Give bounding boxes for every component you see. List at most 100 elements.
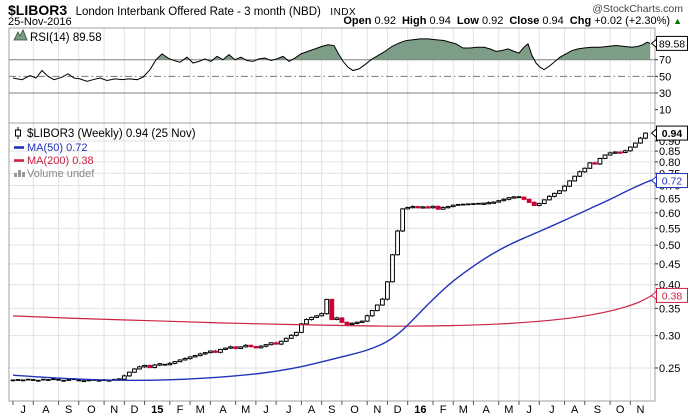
candle-up <box>369 310 375 317</box>
candle-down <box>415 206 421 209</box>
quote-label-low: Low <box>456 15 479 27</box>
candle-up <box>410 206 416 209</box>
candle-up <box>627 146 633 152</box>
candle-up <box>126 371 132 377</box>
xaxis-month-label: M <box>241 404 250 415</box>
rsi-panel-border <box>8 27 656 124</box>
candle-up <box>385 281 390 300</box>
candle-up <box>440 206 446 210</box>
candle-up <box>349 322 355 326</box>
candle-up <box>567 180 573 187</box>
xaxis-month-label: A <box>219 404 227 415</box>
candle-down <box>329 298 335 321</box>
candle-up <box>142 364 147 368</box>
candle-up <box>546 195 552 201</box>
candle-up <box>445 206 451 209</box>
candle-down <box>435 205 441 210</box>
xaxis-month-label: J <box>20 404 26 415</box>
candle-up <box>607 152 613 156</box>
price-callout-038-pointer <box>650 290 657 301</box>
quote-value-close: 0.94 <box>539 15 564 27</box>
price-ytick-label: 0.85 <box>659 146 680 158</box>
price-legend-label: $LIBOR3 (Weekly) 0.94 (25 Nov) <box>27 128 196 140</box>
candle-up <box>643 132 648 139</box>
candle-up <box>152 364 158 369</box>
candle-up <box>177 359 183 363</box>
rsi-ytick-label: 30 <box>659 88 671 100</box>
candle-up <box>552 192 557 197</box>
xaxis-month-label: O <box>87 404 96 415</box>
candle-down <box>273 342 279 345</box>
candle-up <box>506 197 512 200</box>
ohlc-quote-line: Open 0.92 High 0.94 Low 0.92 Close 0.94 Chg … <box>337 15 682 27</box>
candle-down <box>531 201 537 206</box>
candle-up <box>481 202 486 205</box>
candle-up <box>491 201 497 204</box>
rsi-area-icon <box>13 29 28 41</box>
xaxis-month-label: S <box>328 404 335 415</box>
xaxis-month-label: N <box>636 404 644 415</box>
candle-down <box>425 206 431 209</box>
candle-up <box>299 323 304 333</box>
candle-down <box>339 317 345 323</box>
candle-down <box>617 151 623 154</box>
candle-up <box>228 346 233 349</box>
candle-up <box>405 206 411 210</box>
candle-up <box>293 331 299 336</box>
quote-value-high: 0.94 <box>426 15 451 27</box>
candle-up <box>132 368 137 373</box>
ticker-symbol: $LIBOR3 <box>8 2 68 18</box>
xaxis-month-label: A <box>571 404 579 415</box>
xaxis-month-label: D <box>394 404 402 415</box>
candle-up <box>182 358 188 361</box>
candle-up <box>612 151 618 154</box>
xaxis-month-label: J <box>286 404 292 415</box>
candle-up <box>622 150 628 153</box>
candle-up <box>187 356 193 360</box>
xaxis-month-label: O <box>616 404 625 415</box>
candle-up <box>278 340 284 345</box>
candle-up <box>238 346 244 349</box>
xaxis-month-label: A <box>42 404 50 415</box>
candle-down <box>521 196 527 200</box>
candle-up <box>577 171 583 177</box>
title-line: $LIBOR3 London Interbank Offered Rate - … <box>8 2 356 20</box>
candle-up <box>420 206 426 209</box>
candle-up <box>632 142 638 148</box>
ma200-legend-label: MA(200) 0.38 <box>27 155 94 167</box>
candle-up <box>258 345 264 349</box>
candle-up <box>304 319 309 325</box>
candle-up <box>390 254 395 283</box>
rsi-ytick-label: 10 <box>659 105 671 117</box>
volume-icon-bar <box>22 172 25 177</box>
xaxis-month-label: M <box>459 404 468 415</box>
candle-up <box>496 200 502 203</box>
rsi-ytick-label: 70 <box>659 55 671 67</box>
candle-up <box>541 199 547 204</box>
candle-up <box>192 355 198 358</box>
xaxis-month-label: J <box>526 404 532 415</box>
candle-up <box>501 198 507 202</box>
xaxis-month-label: D <box>130 404 138 415</box>
xaxis-month-label: N <box>373 404 381 415</box>
candle-up <box>430 205 436 209</box>
xaxis-month-label: S <box>594 404 601 415</box>
xaxis-month-label: 16 <box>414 404 426 415</box>
ma200-line <box>12 294 653 327</box>
candle-up <box>218 348 223 353</box>
price-callout-072-text: 0.72 <box>662 176 683 188</box>
xaxis-month-label: N <box>110 404 118 415</box>
candle-up <box>359 320 365 323</box>
candle-down <box>592 162 598 165</box>
xaxis-month-label: 15 <box>151 404 163 415</box>
candle-up <box>268 342 274 346</box>
candle-up <box>157 363 163 366</box>
chart-date: 25-Nov-2016 <box>8 16 72 28</box>
xaxis-month-label: F <box>440 404 447 415</box>
price-ytick-label: 0.60 <box>659 208 680 220</box>
candle-up <box>638 137 643 144</box>
candle-up <box>511 196 517 199</box>
candle-up <box>450 204 456 208</box>
quote-label-close: Close <box>509 15 540 27</box>
